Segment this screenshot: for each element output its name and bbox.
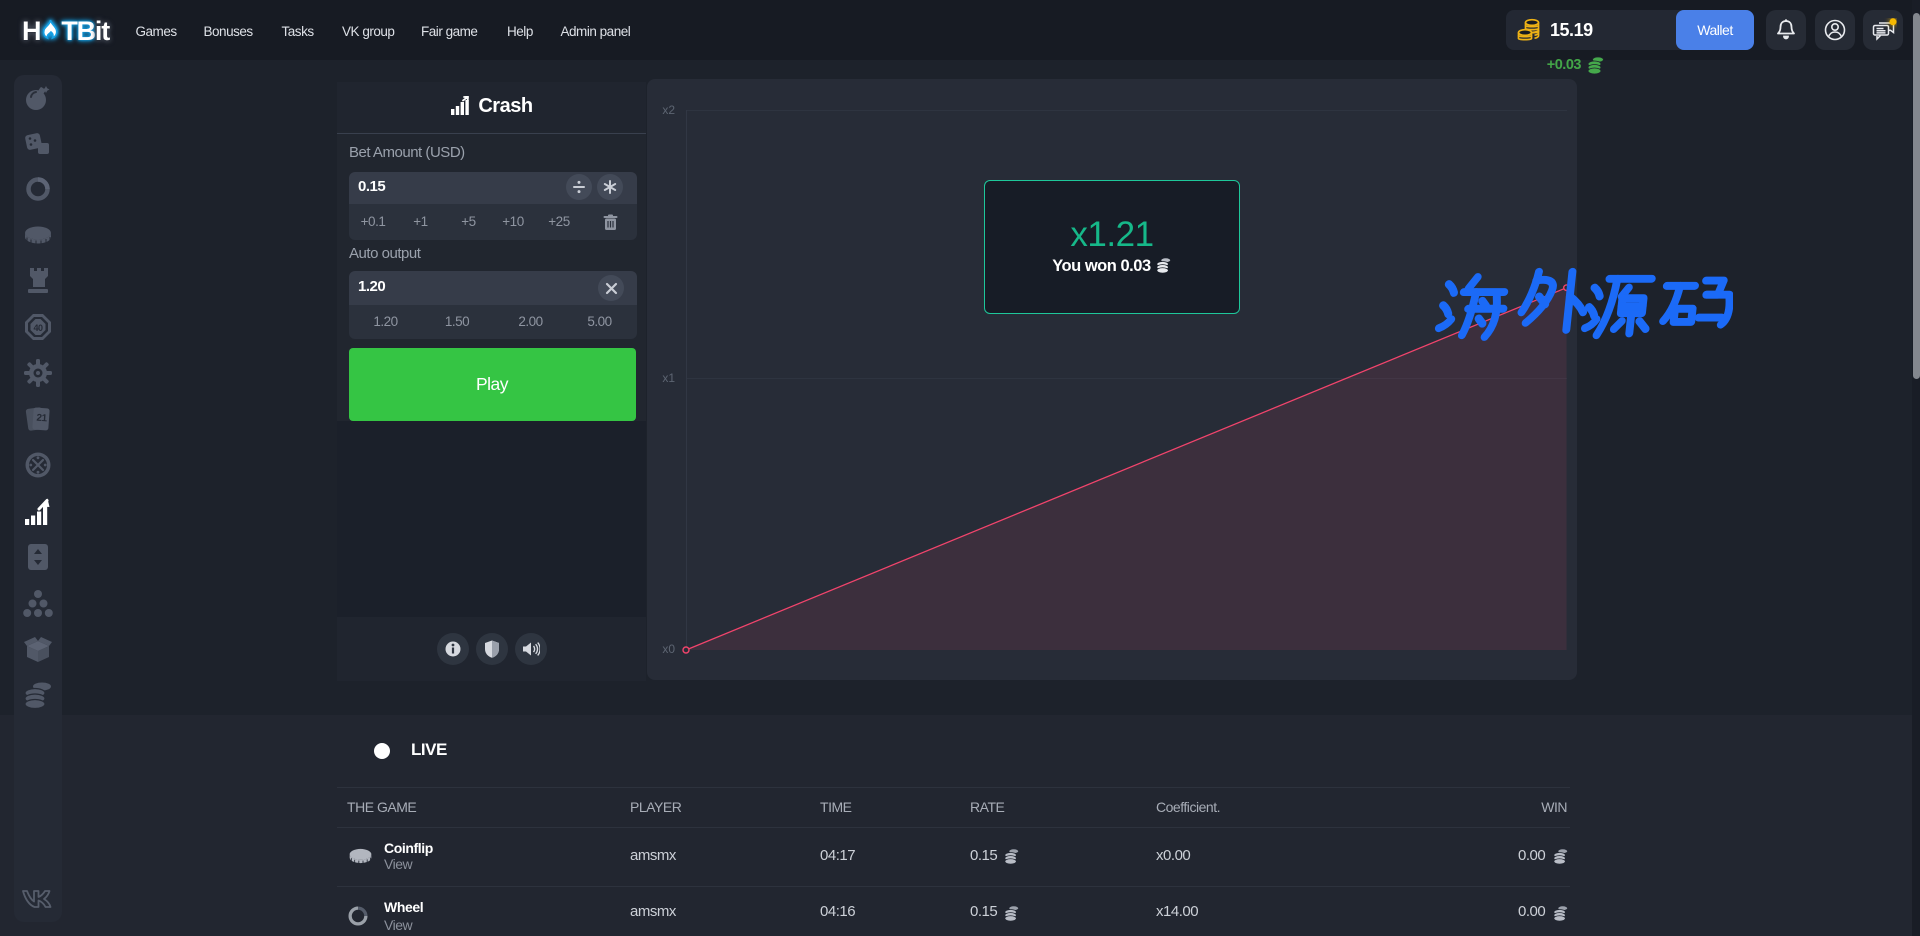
svg-text:40: 40: [33, 323, 43, 333]
svg-text:21: 21: [36, 412, 48, 424]
